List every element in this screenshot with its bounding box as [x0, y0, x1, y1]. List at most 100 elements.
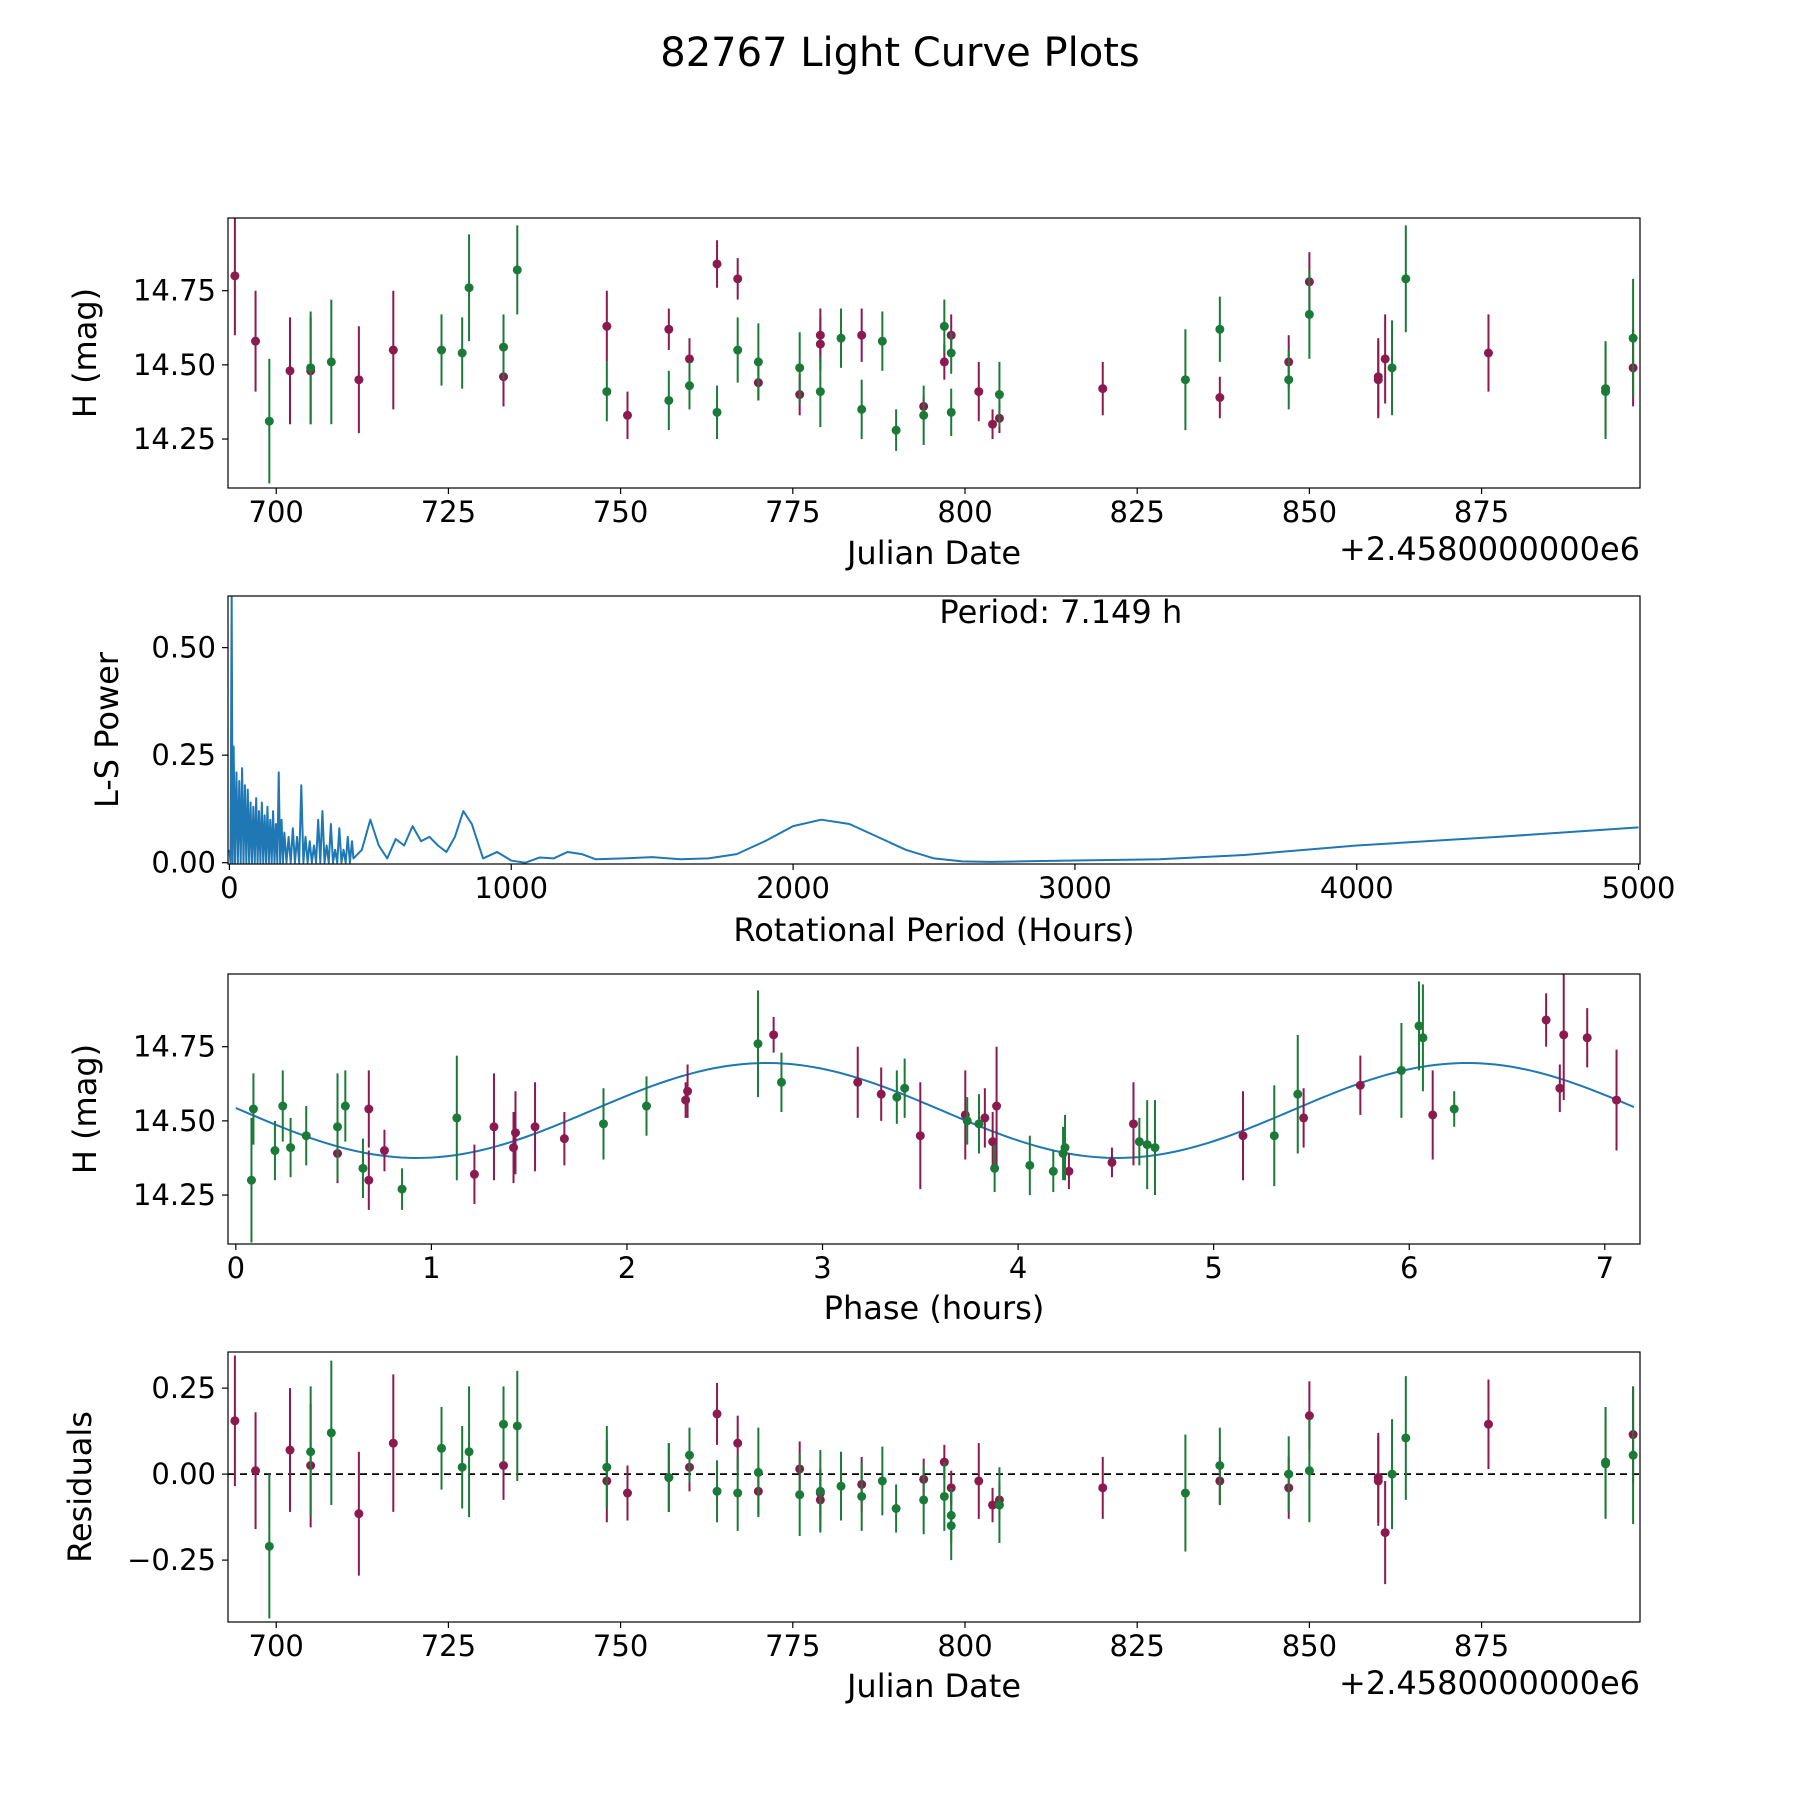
x-tick-label: 700: [249, 1629, 304, 1663]
data-point: [712, 407, 722, 417]
data-point: [457, 348, 467, 358]
data-point: [512, 265, 522, 275]
data-point: [1380, 1528, 1390, 1538]
data-point: [857, 404, 867, 414]
x-tick-label: 3000: [1038, 871, 1112, 905]
data-point: [1483, 348, 1493, 358]
x-offset-label: +2.4580000000e6: [1339, 1664, 1640, 1702]
axes-frame: [227, 217, 1641, 489]
data-point: [1293, 1089, 1303, 1099]
data-point: [510, 1128, 520, 1138]
y-tick-label: 0.50: [151, 631, 216, 665]
data-point: [1180, 375, 1190, 385]
x-tick-label: 850: [1282, 1629, 1337, 1663]
figure-title: 82767 Light Curve Plots: [660, 30, 1139, 76]
data-point: [1541, 1015, 1551, 1025]
data-point: [248, 1104, 258, 1114]
period-annotation: Period: 7.149 h: [939, 593, 1182, 631]
x-tick-label: 725: [421, 495, 476, 529]
data-point: [753, 1039, 763, 1049]
x-tick-label: 1000: [474, 871, 548, 905]
data-point: [1396, 1065, 1406, 1075]
data-point: [712, 259, 722, 269]
series-green-residuals: [264, 1360, 1638, 1619]
data-point: [306, 363, 316, 373]
x-tick-label: 825: [1110, 1629, 1165, 1663]
data-point: [1304, 1466, 1314, 1476]
data-point: [1064, 1166, 1074, 1176]
data-point: [1060, 1143, 1070, 1153]
data-point: [776, 1077, 786, 1087]
data-point: [664, 324, 674, 334]
data-point: [836, 333, 846, 343]
data-point: [1150, 1143, 1160, 1153]
data-point: [530, 1122, 540, 1132]
data-point: [326, 357, 336, 367]
periodogram-line-group: [228, 596, 1639, 864]
data-point: [988, 419, 998, 429]
data-point: [230, 1416, 240, 1426]
x-axis-label: Phase (hours): [824, 1289, 1045, 1327]
data-point: [1355, 1080, 1365, 1090]
data-point: [1387, 363, 1397, 373]
chart-panel-lightcurve: 700 725 750 775 800 825 850 875 14.25 14.50 14.75 J…: [66, 217, 1641, 572]
data-point: [499, 1461, 509, 1471]
data-point: [946, 407, 956, 417]
x-tick-label: 0: [227, 1251, 245, 1285]
data-point: [364, 1104, 374, 1114]
data-point: [397, 1184, 407, 1194]
y-axis-label: Residuals: [61, 1411, 99, 1563]
data-point: [246, 1175, 256, 1185]
data-point: [1134, 1137, 1144, 1147]
data-point: [598, 1119, 608, 1129]
x-axis-label: Julian Date: [845, 1667, 1021, 1705]
data-point: [333, 1122, 343, 1132]
data-point: [815, 387, 825, 397]
data-point: [1601, 387, 1611, 397]
x-tick-label: 875: [1454, 495, 1509, 529]
data-point: [795, 1490, 805, 1500]
data-point: [712, 1486, 722, 1496]
data-point: [712, 1409, 722, 1419]
data-point: [1025, 1160, 1035, 1170]
data-point: [306, 1447, 316, 1457]
data-point: [815, 339, 825, 349]
data-point: [301, 1131, 311, 1141]
y-tick-label: 0.25: [151, 1371, 216, 1405]
x-tick-label: 725: [421, 1629, 476, 1663]
data-point: [733, 1488, 743, 1498]
data-point: [994, 390, 1004, 400]
data-point: [489, 1122, 499, 1132]
x-tick-label: 4: [1009, 1251, 1027, 1285]
data-point: [974, 1476, 984, 1486]
data-point: [1180, 1488, 1190, 1498]
data-point: [891, 425, 901, 435]
y-tick-label: 14.25: [133, 422, 216, 456]
data-point: [388, 1438, 398, 1448]
x-tick-label: 4000: [1320, 871, 1394, 905]
x-tick-label: 5000: [1602, 871, 1676, 905]
data-point: [939, 1491, 949, 1501]
data-point: [1387, 1469, 1397, 1479]
data-point: [990, 1163, 1000, 1173]
y-tick-label: 0.00: [151, 1457, 216, 1491]
data-point: [1304, 1411, 1314, 1421]
x-axis-label: Rotational Period (Hours): [733, 911, 1134, 949]
x-tick-label: 6: [1400, 1251, 1418, 1285]
data-point: [988, 1500, 998, 1510]
data-point: [664, 1473, 674, 1483]
data-point: [457, 1462, 467, 1472]
y-tick-label: 14.50: [133, 348, 216, 382]
data-point: [1555, 1083, 1565, 1093]
data-point: [1449, 1104, 1459, 1114]
data-point: [1373, 1476, 1383, 1486]
y-tick-label: −0.25: [127, 1543, 216, 1577]
data-point: [285, 366, 295, 376]
data-point: [264, 1541, 274, 1551]
data-point: [733, 274, 743, 284]
data-point: [733, 1438, 743, 1448]
x-tick-label: 3: [813, 1251, 831, 1285]
data-point: [437, 1443, 447, 1453]
data-point: [1559, 1030, 1569, 1040]
data-point: [753, 357, 763, 367]
